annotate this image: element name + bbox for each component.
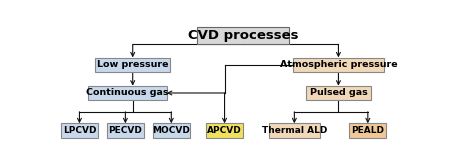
FancyBboxPatch shape	[61, 123, 98, 138]
FancyBboxPatch shape	[206, 123, 243, 138]
Text: Atmospheric pressure: Atmospheric pressure	[280, 60, 397, 69]
Text: Low pressure: Low pressure	[97, 60, 168, 69]
Text: Pulsed gas: Pulsed gas	[310, 89, 367, 97]
FancyBboxPatch shape	[88, 86, 167, 100]
Text: Thermal ALD: Thermal ALD	[262, 126, 327, 135]
FancyBboxPatch shape	[269, 123, 320, 138]
Text: PEALD: PEALD	[351, 126, 384, 135]
FancyBboxPatch shape	[197, 27, 289, 44]
FancyBboxPatch shape	[107, 123, 144, 138]
Text: Continuous gas: Continuous gas	[86, 89, 168, 97]
Text: LPCVD: LPCVD	[63, 126, 96, 135]
FancyBboxPatch shape	[292, 58, 384, 72]
Text: PECVD: PECVD	[109, 126, 142, 135]
FancyBboxPatch shape	[349, 123, 386, 138]
FancyBboxPatch shape	[306, 86, 371, 100]
Text: CVD processes: CVD processes	[188, 29, 298, 42]
Text: MOCVD: MOCVD	[152, 126, 190, 135]
FancyBboxPatch shape	[95, 58, 170, 72]
FancyBboxPatch shape	[153, 123, 190, 138]
Text: APCVD: APCVD	[207, 126, 242, 135]
